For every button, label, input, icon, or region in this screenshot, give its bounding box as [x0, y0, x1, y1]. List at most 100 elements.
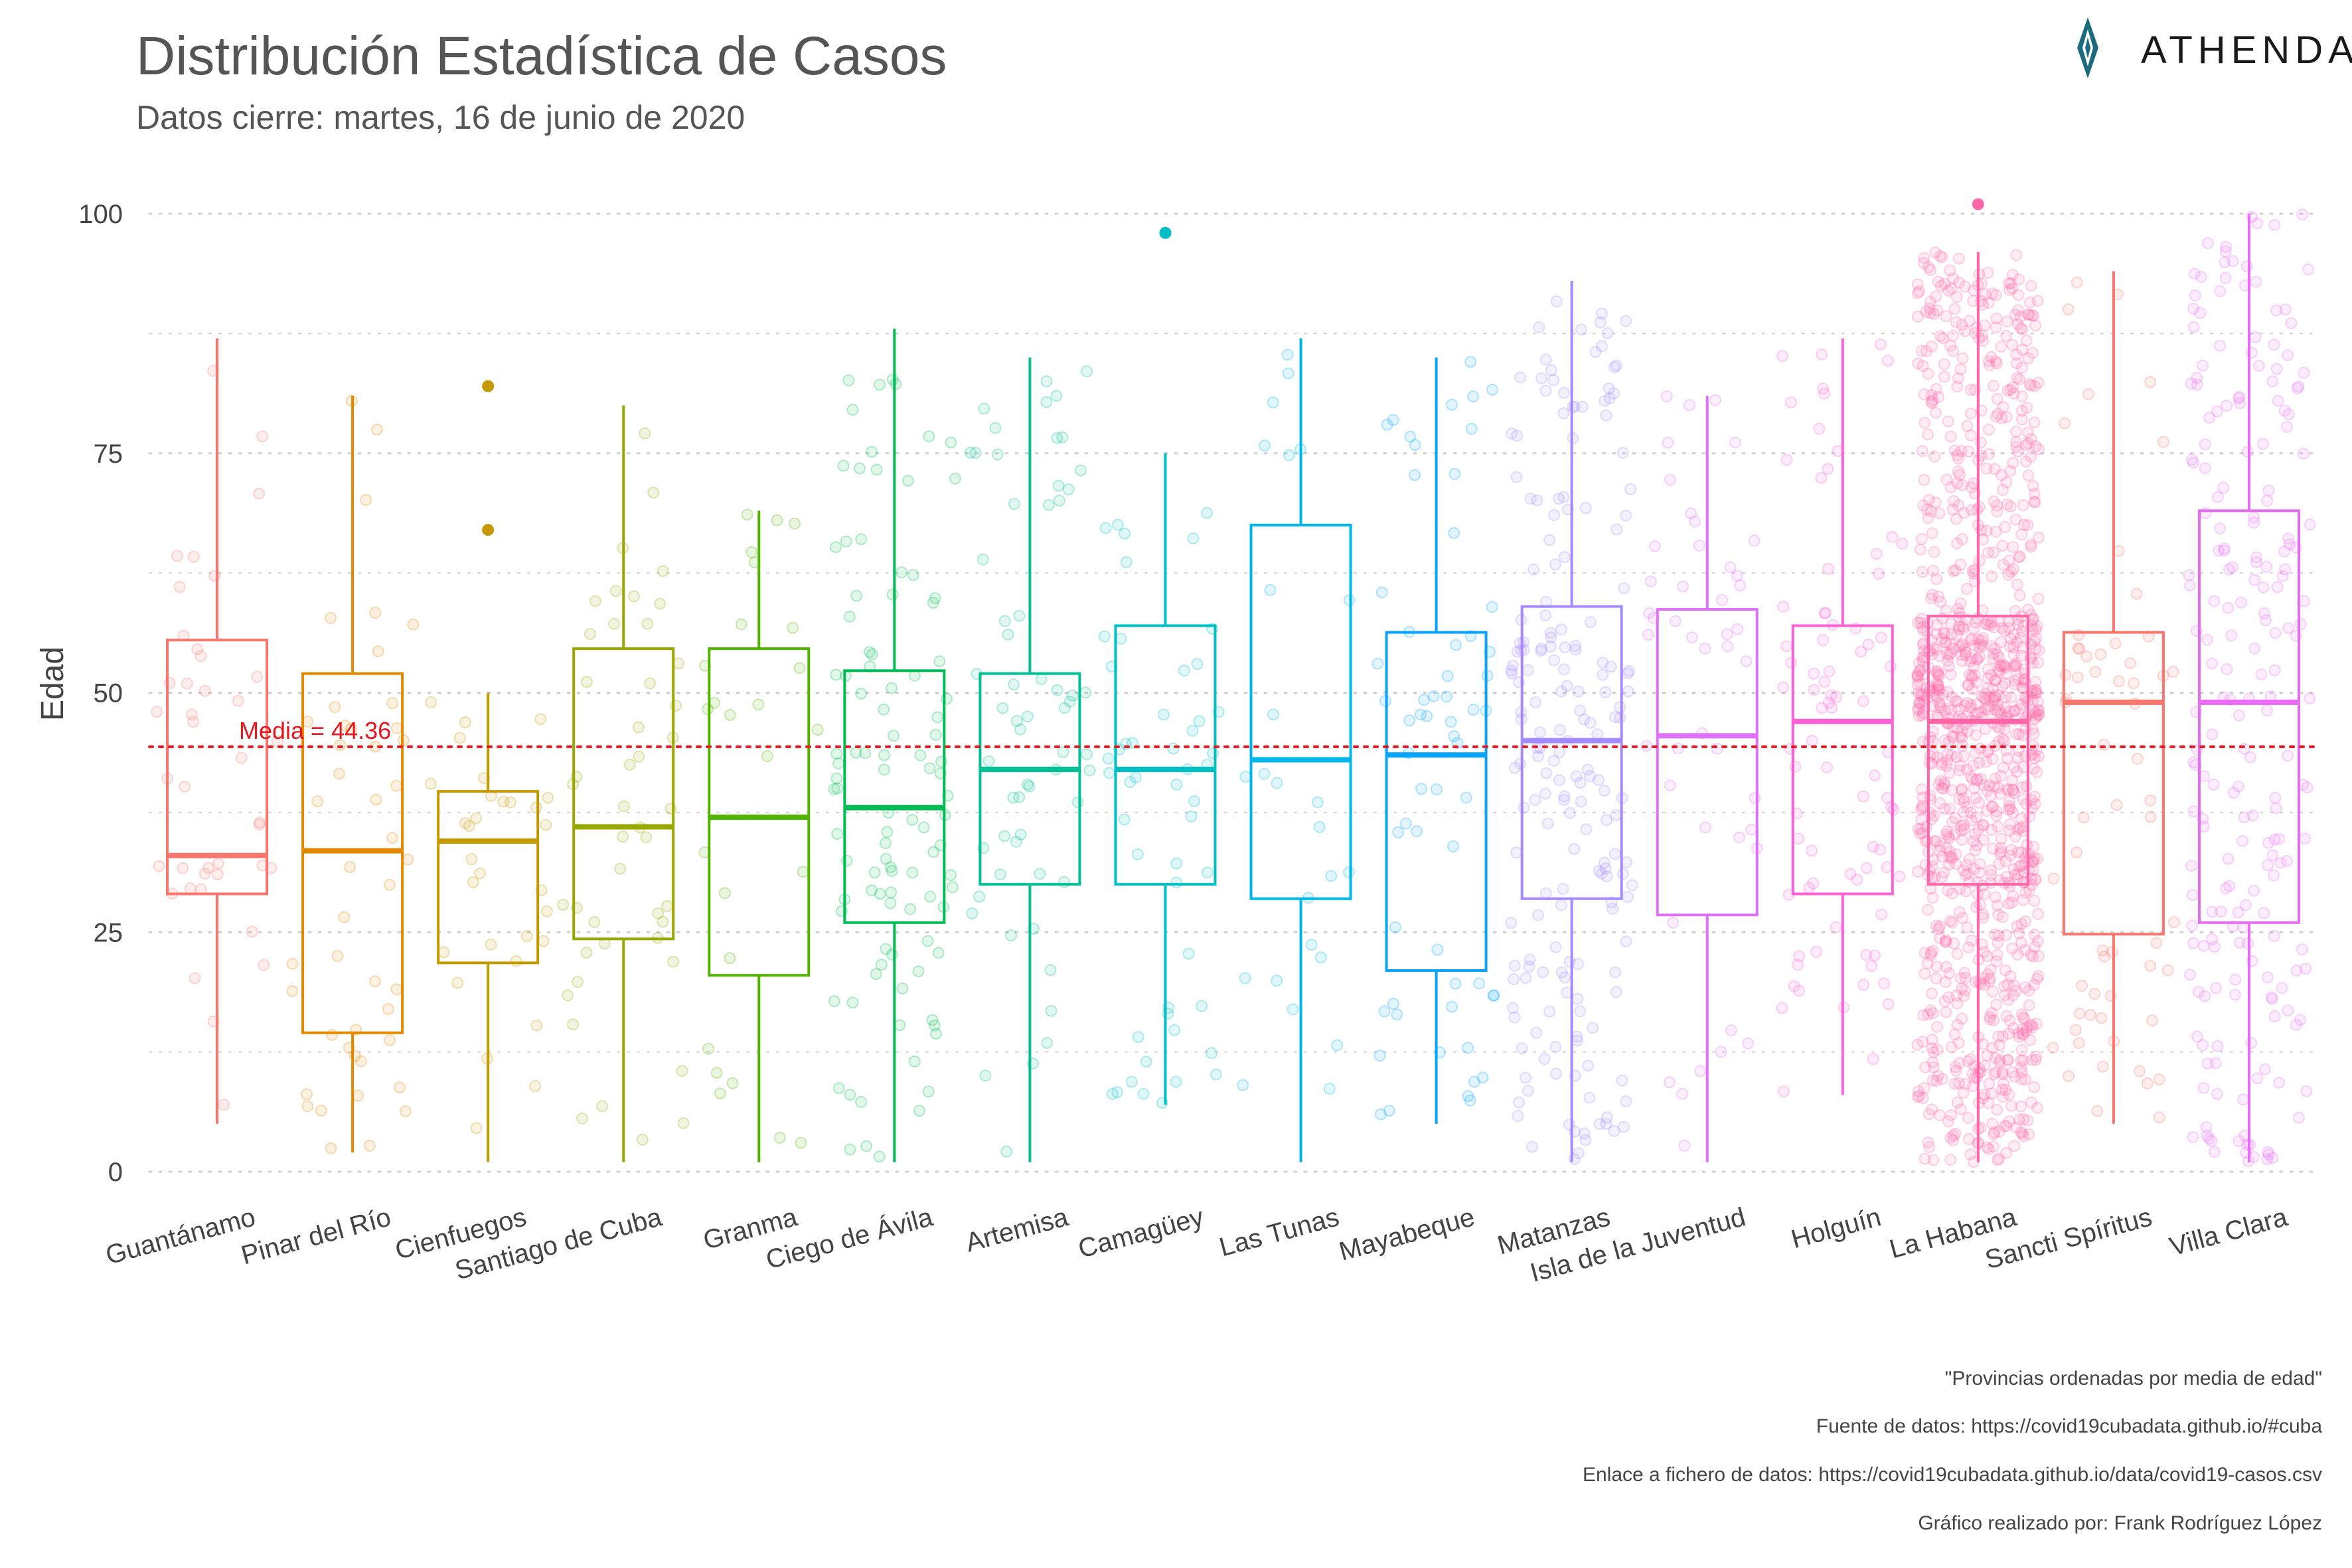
- jitter-point: [372, 645, 384, 658]
- jitter-point: [2031, 973, 2043, 985]
- jitter-point: [1587, 1022, 1599, 1034]
- jitter-point: [2096, 1060, 2109, 1073]
- jitter-points: [2183, 208, 2316, 1168]
- jitter-point: [1934, 702, 1947, 714]
- jitter-point: [2073, 643, 2086, 655]
- jitter-point: [1911, 1091, 1924, 1103]
- jitter-point: [1926, 987, 1938, 1000]
- jitter-point: [1951, 695, 1964, 708]
- jitter-point: [2197, 1081, 2210, 1094]
- jitter-point: [907, 569, 919, 582]
- jitter-point: [1968, 622, 1980, 635]
- jitter-point: [1391, 1008, 1403, 1021]
- jitter-point: [1792, 984, 1805, 997]
- jitter-point: [843, 610, 856, 623]
- jitter-point: [994, 868, 1006, 881]
- jitter-point: [2299, 832, 2311, 845]
- jitter-point: [2011, 846, 2024, 858]
- jitter-point: [1415, 708, 1427, 721]
- jitter-point: [1528, 564, 1540, 576]
- jitter-point: [998, 615, 1011, 627]
- jitter-point: [2009, 678, 2021, 691]
- jitter-point: [1578, 713, 1590, 726]
- jitter-point: [1946, 784, 1958, 797]
- jitter-point: [1103, 767, 1115, 779]
- jitter-point: [1597, 657, 1609, 669]
- jitter-point: [1940, 759, 1953, 772]
- jitter-point: [1816, 702, 1828, 714]
- jitter-point: [2007, 648, 2020, 661]
- jitter-point: [1721, 628, 1733, 641]
- jitter-point: [2030, 1050, 2042, 1063]
- jitter-point: [2233, 390, 2246, 403]
- jitter-point: [1998, 980, 2011, 992]
- jitter-point: [1940, 637, 1952, 649]
- jitter-point: [2206, 905, 2219, 918]
- jitter-point: [1968, 639, 1981, 652]
- jitter-point: [1992, 937, 2004, 949]
- jitter-point: [1992, 699, 2004, 712]
- jitter-point: [2029, 623, 2042, 636]
- jitter-point: [906, 814, 919, 826]
- jitter-point: [2032, 696, 2045, 708]
- jitter-point: [2238, 811, 2250, 824]
- jitter-point: [1992, 908, 2005, 921]
- jitter-point: [2012, 289, 2025, 301]
- jitter-point: [726, 1077, 739, 1089]
- jitter-point: [1952, 603, 1964, 615]
- jitter-point: [1930, 627, 1943, 640]
- jitter-point: [1817, 634, 1830, 647]
- jitter-point: [1445, 398, 1458, 411]
- jitter-point: [1945, 1041, 1958, 1054]
- jitter-point: [1530, 1026, 1543, 1039]
- jitter-point: [2012, 1027, 2025, 1040]
- jitter-point: [1979, 687, 1992, 700]
- jitter-point: [2031, 1101, 2043, 1114]
- jitter-point: [1125, 1075, 1138, 1088]
- jitter-point: [2233, 709, 2245, 722]
- jitter-point: [1182, 947, 1195, 960]
- jitter-point: [2026, 1018, 2039, 1031]
- jitter-point: [1608, 361, 1620, 374]
- jitter-point: [1911, 278, 1924, 291]
- jitter-point: [1934, 699, 1946, 712]
- jitter-point: [1239, 972, 1251, 984]
- jitter-point: [2222, 601, 2234, 614]
- jitter-point: [2013, 589, 2026, 601]
- jitter-point: [2003, 621, 2015, 634]
- jitter-point: [1578, 1127, 1591, 1140]
- jitter-point: [1997, 659, 2009, 671]
- jitter-point: [2018, 518, 2031, 531]
- jitter-point: [831, 782, 844, 795]
- chart-subtitle: Datos cierre: martes, 16 de junio de 202…: [136, 99, 745, 136]
- jitter-point: [425, 696, 437, 708]
- jitter-point: [1508, 761, 1521, 774]
- jitter-point: [617, 830, 629, 843]
- jitter-point: [1944, 1109, 1957, 1121]
- jitter-point: [2029, 686, 2042, 699]
- jitter-point: [485, 939, 497, 951]
- jitter-point: [1664, 473, 1676, 486]
- jitter-point: [1958, 643, 1971, 656]
- jitter-point: [2248, 574, 2261, 586]
- jitter-point: [1375, 586, 1388, 599]
- jitter-point: [1522, 1085, 1534, 1097]
- jitter-point: [1063, 696, 1076, 708]
- boxplot-holgu-n: [1791, 338, 1894, 1095]
- jitter-point: [2206, 728, 2219, 741]
- jitter-point: [1120, 556, 1133, 568]
- jitter-point: [2197, 939, 2210, 952]
- jitter-point: [2261, 971, 2274, 984]
- jitter-point: [1992, 929, 2005, 942]
- jitter-point: [1938, 370, 1950, 383]
- jitter-point: [2282, 622, 2295, 635]
- jitter-point: [1013, 609, 1026, 622]
- jitter-point: [1956, 620, 1969, 633]
- jitter-point: [1996, 622, 2008, 635]
- jitter-point: [1915, 690, 1927, 702]
- jitter-point: [1987, 546, 1999, 559]
- jitter-point: [1918, 252, 1930, 264]
- jitter-point: [2012, 445, 2024, 458]
- jitter-point: [1975, 773, 1988, 785]
